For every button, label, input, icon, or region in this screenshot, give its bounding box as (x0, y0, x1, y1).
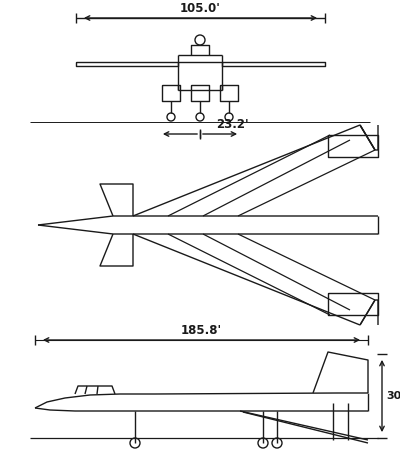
Text: 23.2': 23.2' (216, 118, 249, 131)
Text: 185.8': 185.8' (181, 324, 222, 337)
Text: 105.0': 105.0' (180, 2, 221, 15)
Text: 30.7': 30.7' (386, 391, 400, 401)
